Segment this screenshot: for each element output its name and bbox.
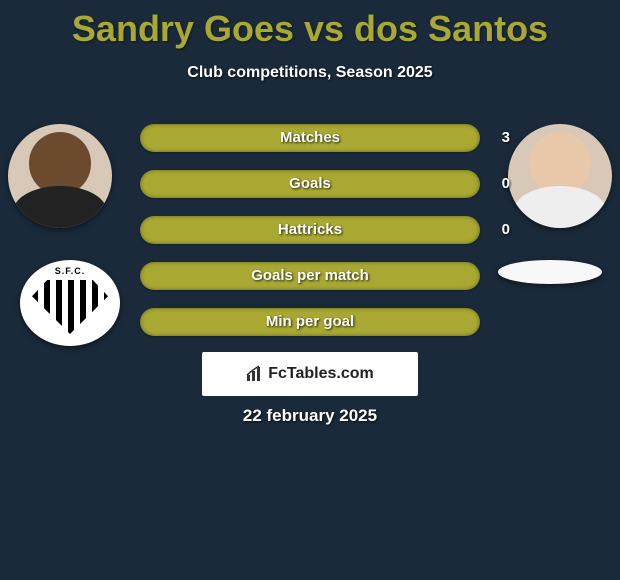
stat-label: Goals [140, 170, 480, 198]
stat-row-gpm: Goals per match [140, 262, 480, 290]
stat-label: Matches [140, 124, 480, 152]
stat-label: Min per goal [140, 308, 480, 336]
stat-label: Hattricks [140, 216, 480, 244]
stat-row-matches: Matches 3 [140, 124, 480, 152]
stat-right-value: 0 [502, 216, 510, 244]
avatar-body [13, 186, 107, 228]
stats-container: Matches 3 Goals 0 Hattricks 0 Goals per … [140, 124, 480, 354]
watermark-text: FcTables.com [268, 365, 374, 382]
watermark: FcTables.com [202, 352, 418, 396]
avatar-head [529, 132, 591, 194]
avatar-head [29, 132, 91, 194]
bar-chart-icon [246, 365, 264, 383]
date-label: 22 february 2025 [0, 406, 620, 426]
club-badge-right [498, 260, 602, 284]
stat-right-value: 0 [502, 170, 510, 198]
club-badge-left [20, 260, 120, 346]
stat-row-mpg: Min per goal [140, 308, 480, 336]
stat-label: Goals per match [140, 262, 480, 290]
stat-row-goals: Goals 0 [140, 170, 480, 198]
page-title: Sandry Goes vs dos Santos [0, 0, 620, 50]
avatar-body [513, 186, 607, 228]
player-photo-left [8, 124, 112, 228]
subtitle: Club competitions, Season 2025 [0, 64, 620, 82]
player-photo-right [508, 124, 612, 228]
stat-right-value: 3 [502, 124, 510, 152]
stat-row-hattricks: Hattricks 0 [140, 216, 480, 244]
